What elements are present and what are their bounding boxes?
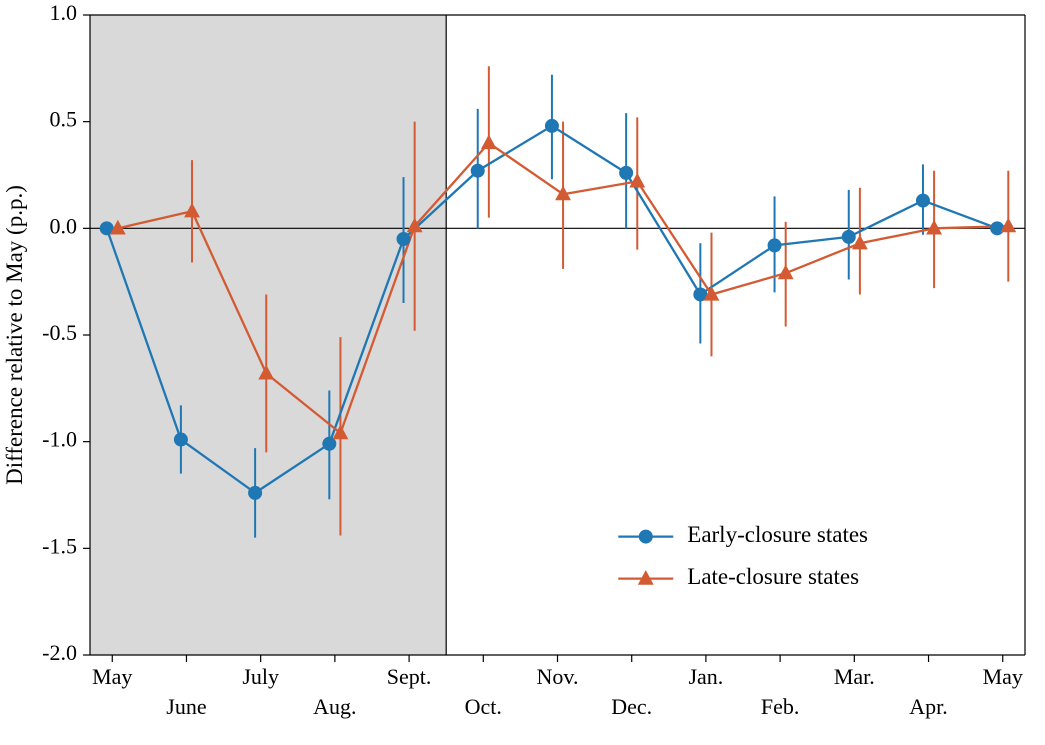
svg-text:0.0: 0.0 bbox=[50, 213, 78, 238]
svg-text:June: June bbox=[166, 694, 206, 719]
svg-text:-2.0: -2.0 bbox=[42, 640, 77, 665]
line-chart: -2.0 -1.5 -1.0 -0.5 0.0 0.5 1.0 May June July Aug.… bbox=[0, 0, 1045, 745]
svg-text:Aug.: Aug. bbox=[313, 694, 356, 719]
chart-container: -2.0 -1.5 -1.0 -0.5 0.0 0.5 1.0 May June July Aug.… bbox=[0, 0, 1045, 745]
svg-text:0.5: 0.5 bbox=[50, 107, 78, 132]
svg-text:1.0: 1.0 bbox=[50, 0, 78, 25]
svg-text:May: May bbox=[983, 664, 1023, 689]
svg-text:Difference relative to May (p.: Difference relative to May (p.p.) bbox=[2, 185, 27, 485]
svg-text:Oct.: Oct. bbox=[465, 694, 502, 719]
svg-text:Dec.: Dec. bbox=[611, 694, 652, 719]
svg-text:Feb.: Feb. bbox=[761, 694, 800, 719]
svg-text:-0.5: -0.5 bbox=[42, 320, 77, 345]
svg-text:-1.0: -1.0 bbox=[42, 427, 77, 452]
svg-text:Late-closure states: Late-closure states bbox=[687, 564, 859, 589]
svg-text:Early-closure states: Early-closure states bbox=[687, 522, 868, 547]
svg-text:Mar.: Mar. bbox=[834, 664, 875, 689]
svg-text:Apr.: Apr. bbox=[909, 694, 948, 719]
svg-text:Jan.: Jan. bbox=[688, 664, 723, 689]
svg-text:Sept.: Sept. bbox=[387, 664, 432, 689]
svg-text:Nov.: Nov. bbox=[537, 664, 579, 689]
svg-text:May: May bbox=[92, 664, 132, 689]
svg-text:-1.5: -1.5 bbox=[42, 533, 77, 558]
svg-text:July: July bbox=[242, 664, 279, 689]
